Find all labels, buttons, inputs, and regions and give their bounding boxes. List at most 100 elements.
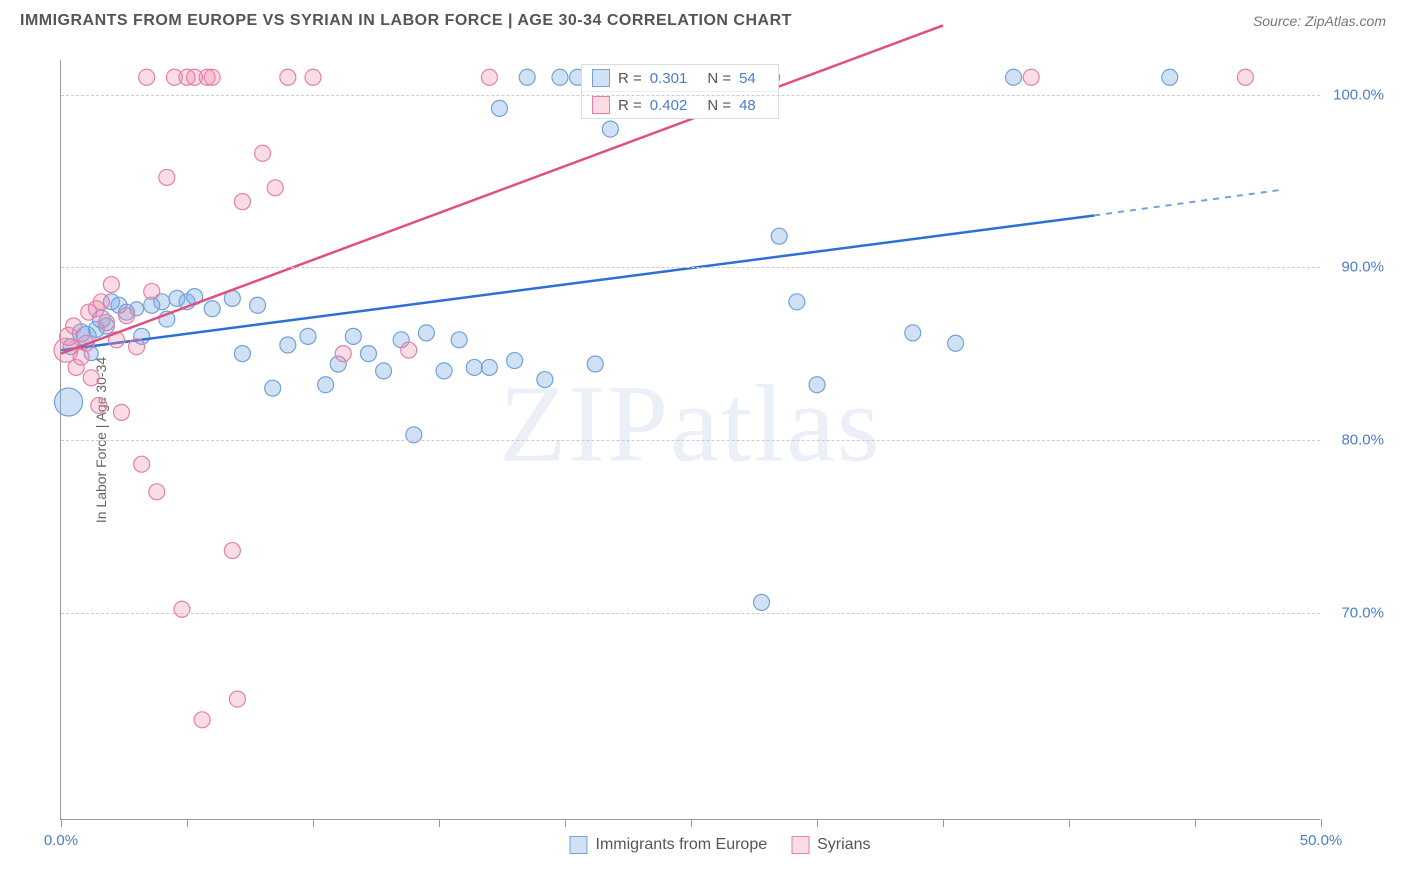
stat-n-value: 48 <box>739 97 756 114</box>
legend-label: Syrians <box>817 836 870 854</box>
scatter-point <box>376 363 392 379</box>
legend-swatch <box>570 836 588 854</box>
scatter-point <box>481 69 497 85</box>
scatter-point <box>224 543 240 559</box>
legend-swatch <box>592 96 610 114</box>
scatter-point <box>66 318 82 334</box>
scatter-point <box>345 328 361 344</box>
scatter-point <box>451 332 467 348</box>
scatter-point <box>144 283 160 299</box>
grid-line <box>61 440 1320 441</box>
scatter-point <box>948 335 964 351</box>
legend-item: Immigrants from Europe <box>570 836 768 854</box>
scatter-point <box>234 346 250 362</box>
plot-area: ZIPatlas R =0.301N =54R =0.402N =48 70.0… <box>60 60 1320 820</box>
x-tick <box>691 819 692 827</box>
scatter-point <box>204 301 220 317</box>
legend-swatch <box>791 836 809 854</box>
chart-source: Source: ZipAtlas.com <box>1253 13 1386 29</box>
scatter-point <box>194 712 210 728</box>
stat-n-value: 54 <box>739 70 756 87</box>
scatter-point <box>771 228 787 244</box>
trend-line <box>61 215 1094 350</box>
scatter-point <box>134 456 150 472</box>
scatter-point <box>280 69 296 85</box>
x-tick <box>439 819 440 827</box>
scatter-point <box>602 121 618 137</box>
stat-n-label: N = <box>707 70 731 87</box>
scatter-point <box>1023 69 1039 85</box>
scatter-point <box>204 69 220 85</box>
stat-n-label: N = <box>707 97 731 114</box>
x-tick <box>565 819 566 827</box>
scatter-point <box>418 325 434 341</box>
scatter-point <box>103 277 119 293</box>
x-tick-label: 0.0% <box>44 832 78 849</box>
y-tick-label: 80.0% <box>1341 432 1384 449</box>
chart-header: IMMIGRANTS FROM EUROPE VS SYRIAN IN LABO… <box>0 0 1406 38</box>
stat-r-label: R = <box>618 70 642 87</box>
scatter-point <box>335 346 351 362</box>
scatter-point <box>519 69 535 85</box>
x-tick <box>313 819 314 827</box>
correlation-legend: R =0.301N =54R =0.402N =48 <box>581 64 779 119</box>
scatter-point <box>113 404 129 420</box>
y-tick-label: 90.0% <box>1341 259 1384 276</box>
scatter-point <box>401 342 417 358</box>
scatter-point <box>129 339 145 355</box>
scatter-point <box>754 594 770 610</box>
scatter-point <box>119 308 135 324</box>
scatter-point <box>491 100 507 116</box>
chart-container: In Labor Force | Age 30-34 ZIPatlas R =0… <box>60 60 1380 820</box>
scatter-point <box>552 69 568 85</box>
scatter-point <box>537 372 553 388</box>
scatter-point <box>250 297 266 313</box>
scatter-point <box>1162 69 1178 85</box>
scatter-point <box>360 346 376 362</box>
scatter-point <box>234 194 250 210</box>
legend-top-row: R = 0.301 N = 54 <box>582 65 778 91</box>
grid-line <box>61 267 1320 268</box>
grid-line <box>61 95 1320 96</box>
scatter-point <box>174 601 190 617</box>
scatter-point <box>149 484 165 500</box>
scatter-point <box>809 377 825 393</box>
scatter-point <box>318 377 334 393</box>
scatter-point <box>300 328 316 344</box>
scatter-point <box>305 69 321 85</box>
x-tick <box>1069 819 1070 827</box>
y-tick-label: 100.0% <box>1333 86 1384 103</box>
x-tick <box>1321 819 1322 827</box>
stat-r-label: R = <box>618 97 642 114</box>
scatter-point <box>587 356 603 372</box>
series-legend: Immigrants from Europe Syrians <box>570 836 871 854</box>
legend-swatch <box>592 69 610 87</box>
scatter-point <box>55 388 83 416</box>
trend-line-dashed <box>1094 190 1283 216</box>
stat-r-value: 0.301 <box>650 70 688 87</box>
scatter-point <box>436 363 452 379</box>
scatter-point <box>159 169 175 185</box>
x-tick <box>817 819 818 827</box>
x-tick <box>61 819 62 827</box>
scatter-point <box>265 380 281 396</box>
x-tick <box>187 819 188 827</box>
scatter-point <box>255 145 271 161</box>
legend-item: Syrians <box>791 836 870 854</box>
x-tick <box>1195 819 1196 827</box>
x-tick <box>943 819 944 827</box>
scatter-point <box>91 397 107 413</box>
scatter-point <box>229 691 245 707</box>
grid-line <box>61 613 1320 614</box>
legend-label: Immigrants from Europe <box>596 836 768 854</box>
scatter-point <box>466 359 482 375</box>
scatter-point <box>93 294 109 310</box>
scatter-point <box>507 353 523 369</box>
scatter-point <box>1006 69 1022 85</box>
scatter-point <box>267 180 283 196</box>
chart-title: IMMIGRANTS FROM EUROPE VS SYRIAN IN LABO… <box>20 12 792 30</box>
scatter-point <box>789 294 805 310</box>
scatter-point <box>481 359 497 375</box>
scatter-point <box>905 325 921 341</box>
scatter-point <box>83 370 99 386</box>
